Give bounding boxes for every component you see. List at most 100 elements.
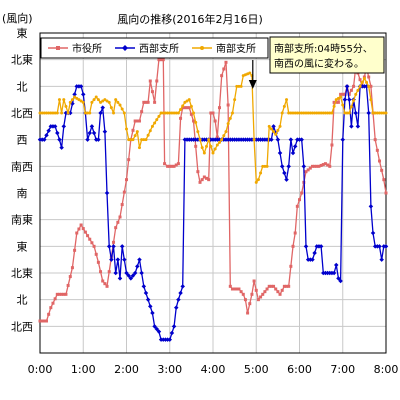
data-point (132, 270, 138, 276)
data-point (358, 78, 362, 82)
data-point (282, 284, 286, 288)
data-point (103, 98, 107, 102)
data-point (127, 158, 131, 162)
data-point (92, 244, 96, 248)
data-point (342, 97, 348, 102)
x-tick-label: 7:00 (330, 363, 355, 376)
data-point (306, 111, 310, 115)
data-point (289, 111, 293, 115)
data-point (233, 98, 237, 102)
data-point (252, 279, 256, 283)
data-point (277, 150, 283, 156)
data-point (250, 292, 254, 296)
data-point (83, 111, 87, 115)
data-point (189, 112, 193, 116)
data-point (102, 129, 108, 134)
data-point (254, 180, 258, 184)
data-point (73, 248, 77, 252)
data-point (303, 244, 309, 249)
data-point (172, 164, 176, 168)
data-point (86, 234, 90, 238)
data-point (176, 162, 180, 166)
data-point (378, 111, 382, 115)
data-point (163, 162, 167, 166)
data-point (78, 84, 84, 89)
legend: 市役所 西部支所 南部支所 (40, 37, 269, 59)
data-point (349, 88, 353, 92)
y-tick-label: 北東 (11, 267, 33, 280)
data-point (77, 98, 81, 102)
data-point (215, 135, 219, 139)
data-point (144, 138, 148, 142)
data-point (287, 284, 291, 288)
data-point (196, 170, 200, 174)
data-point (114, 98, 118, 102)
data-point (293, 231, 297, 235)
data-point (319, 111, 323, 115)
data-point (68, 110, 73, 116)
data-point (181, 104, 185, 108)
data-point (321, 111, 325, 115)
data-point (310, 257, 315, 262)
data-point (362, 76, 366, 80)
data-point (259, 171, 263, 175)
data-point (150, 310, 155, 316)
data-point (278, 124, 282, 128)
data-point (315, 111, 319, 115)
data-point (159, 58, 163, 62)
data-point (272, 284, 276, 288)
data-point (298, 111, 301, 115)
data-point (101, 279, 105, 283)
data-point (91, 130, 97, 136)
data-point (109, 257, 114, 262)
data-point (137, 257, 142, 262)
data-point (278, 292, 282, 296)
data-point (192, 119, 196, 123)
data-point (265, 287, 269, 291)
data-point (94, 95, 98, 99)
data-point (135, 119, 139, 123)
data-point (61, 124, 67, 129)
data-point (55, 130, 60, 136)
data-point (375, 148, 379, 152)
data-point (336, 100, 340, 104)
data-point (40, 319, 44, 323)
data-point (235, 287, 239, 291)
y-tick-label: 北 (17, 294, 28, 307)
data-point (276, 128, 280, 132)
data-point (140, 110, 144, 114)
data-point (75, 231, 79, 235)
data-point (341, 92, 345, 96)
data-point (313, 164, 317, 168)
x-tick-label: 1:00 (71, 363, 96, 376)
data-point (129, 138, 133, 142)
data-point (332, 104, 336, 108)
data-point (310, 111, 314, 115)
annotation: 南部支所:04時55分、南西の風に変わる。 (248, 36, 385, 89)
data-point (328, 111, 332, 115)
data-point (57, 137, 62, 142)
annotation-box (269, 36, 385, 74)
data-point (114, 226, 118, 230)
data-point (148, 304, 153, 309)
data-point (161, 58, 165, 62)
series-diamond (37, 84, 389, 342)
data-point (126, 273, 131, 278)
data-point (220, 74, 224, 78)
data-point (304, 170, 308, 174)
y-tick-label: 北 (17, 80, 28, 93)
data-point (90, 100, 94, 104)
data-point (145, 297, 151, 302)
data-point (96, 260, 100, 264)
data-point (122, 190, 126, 194)
data-point (105, 99, 109, 103)
data-point (66, 111, 70, 115)
data-point (40, 111, 44, 115)
data-point (174, 163, 178, 167)
legend-label: 南部支所 (216, 42, 256, 55)
data-point (156, 329, 162, 334)
data-point (112, 111, 116, 115)
data-point (343, 111, 347, 115)
data-point (235, 84, 239, 88)
